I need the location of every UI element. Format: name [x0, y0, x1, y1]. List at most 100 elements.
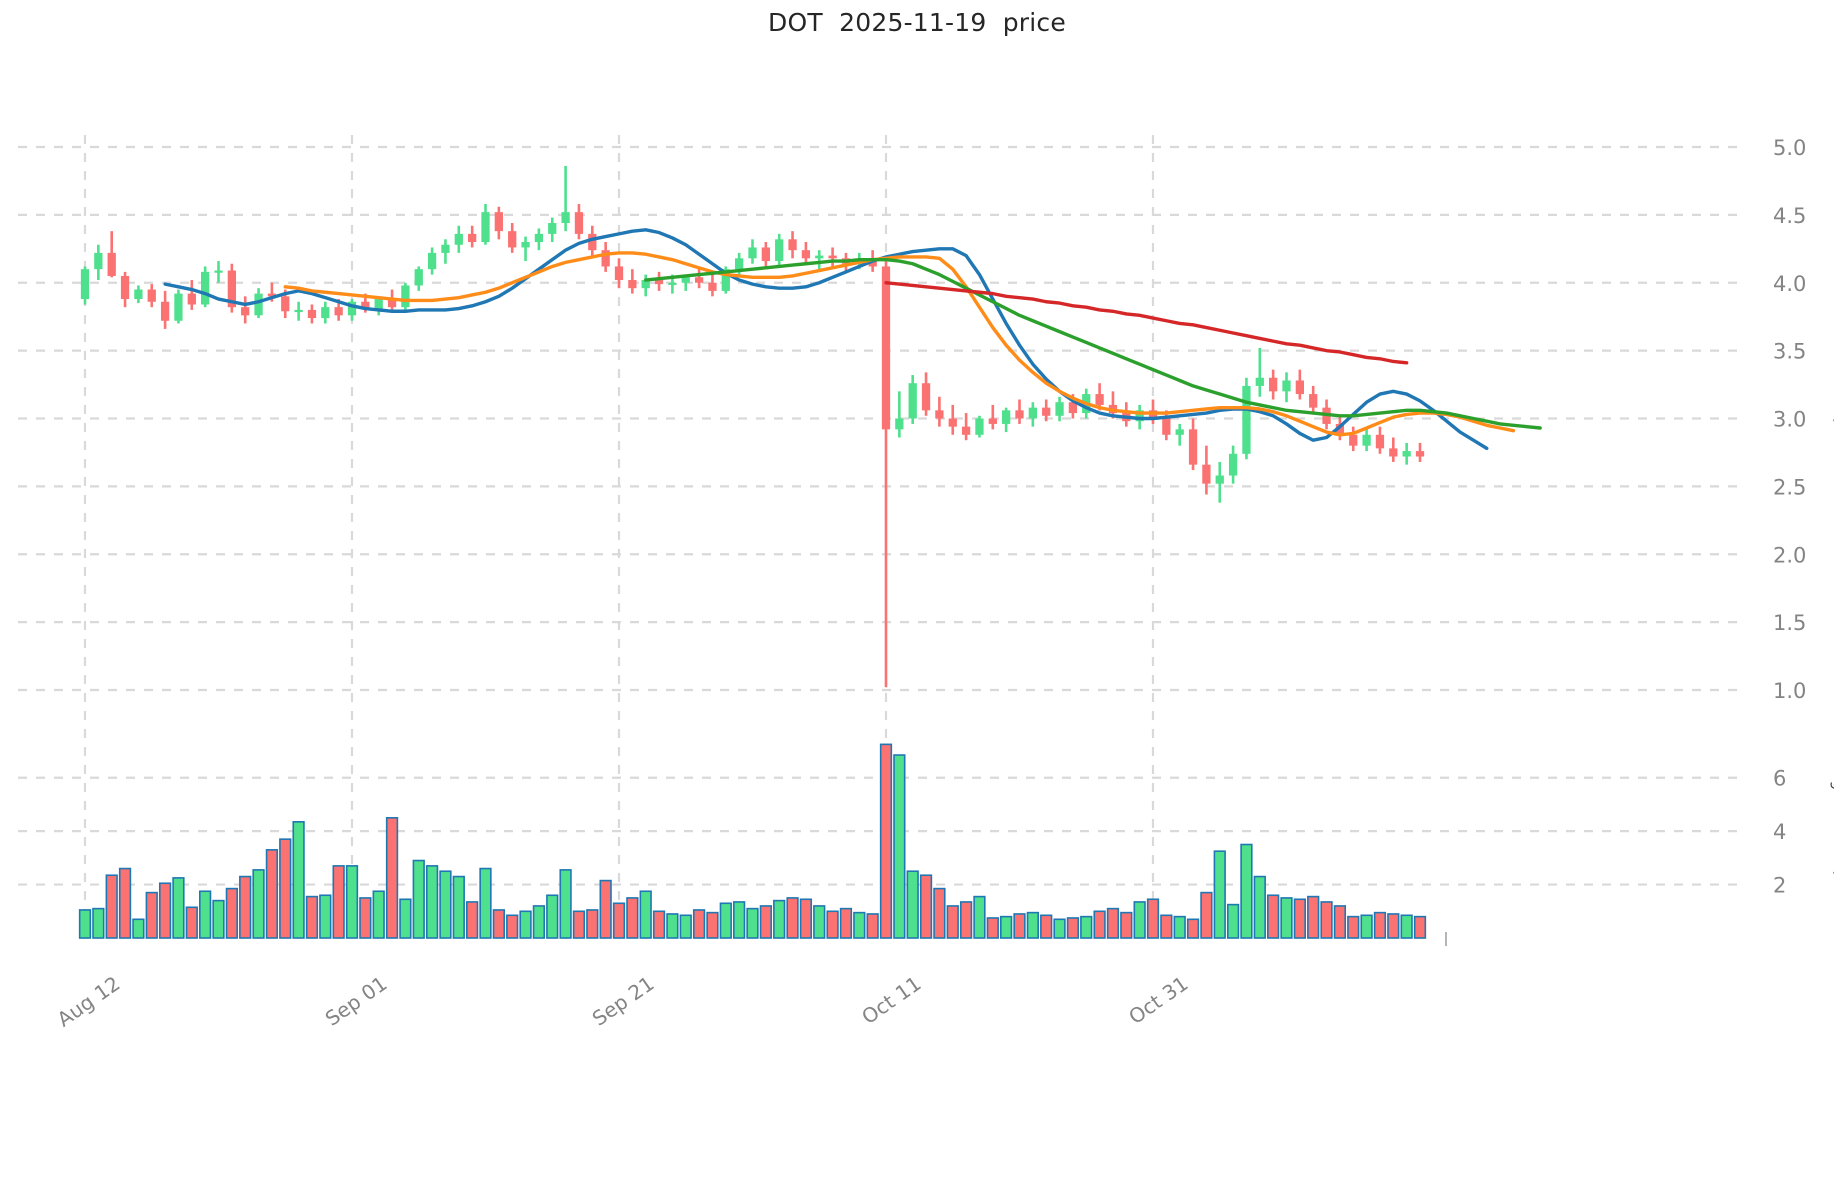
x-tick-label: Sep 01 [321, 971, 392, 1031]
candle-body [1349, 434, 1358, 446]
volume-axis-title: Volume 106 [1829, 781, 1834, 902]
x-tick-label: Oct 11 [857, 971, 925, 1029]
volume-bar [265, 849, 279, 939]
candle-body [681, 277, 690, 283]
price-tick-label: 4.5 [1773, 204, 1806, 228]
volume-bar [719, 902, 732, 939]
volume-bar [212, 899, 225, 939]
volume-bar [1267, 894, 1280, 939]
ma-line-ma_long [644, 257, 1542, 430]
candle-body [908, 383, 917, 419]
volume-bar [399, 898, 412, 939]
candle-body [1389, 448, 1398, 457]
volume-bar [1186, 918, 1200, 939]
volume-bar [1307, 895, 1320, 939]
volume-bar [1026, 911, 1039, 939]
volume-bar [1066, 917, 1080, 939]
candle-body [508, 231, 517, 248]
volume-bar [252, 869, 265, 939]
volume-bar [292, 821, 305, 939]
volume-bar [225, 887, 238, 939]
volume-tick-label: 2 [1773, 874, 1786, 898]
candle-body [147, 289, 156, 302]
volume-bar [826, 910, 839, 939]
candle-body [881, 266, 891, 430]
volume-bar [759, 905, 772, 939]
volume-bar [1360, 914, 1373, 939]
volume-bar [359, 897, 372, 939]
candle-body [241, 307, 250, 316]
candle-body [134, 289, 143, 300]
candle-body [601, 250, 610, 267]
volume-bar [1133, 901, 1146, 939]
volume-bar [1333, 905, 1347, 939]
candle-body [828, 255, 837, 259]
volume-bar [532, 905, 546, 939]
candle-body [1002, 410, 1011, 424]
candle-body [80, 269, 90, 300]
volume-bar [839, 907, 853, 939]
volume-bar [279, 838, 292, 939]
volume-bar [799, 898, 813, 939]
volume-bar [1226, 903, 1240, 939]
candle-body [1042, 407, 1051, 416]
candle-body [494, 212, 503, 232]
candle-body [1375, 434, 1385, 449]
candle-body [1188, 429, 1198, 465]
volume-bar [425, 865, 439, 939]
candle-body [708, 282, 717, 291]
candle-body [1028, 407, 1037, 419]
candle-body [721, 269, 730, 291]
volume-bar [1173, 915, 1186, 939]
price-tick-label: 3.5 [1773, 340, 1806, 364]
candle-body [921, 383, 931, 411]
candle-body [1255, 377, 1264, 386]
candle-body [94, 252, 103, 270]
candle-body [1402, 451, 1411, 457]
candle-body [414, 269, 423, 286]
volume-bar [933, 887, 946, 939]
volume-tick-label: 6 [1773, 767, 1786, 791]
volume-bar [519, 910, 532, 939]
volume-bar [1160, 914, 1173, 939]
candle-body [761, 247, 770, 262]
candle-body [374, 299, 383, 309]
candle-body [895, 418, 904, 430]
candle-body [1282, 380, 1291, 392]
volume-bar [866, 913, 879, 939]
candle-body [574, 212, 584, 234]
candlesticks [80, 166, 1425, 688]
volume-bar [946, 905, 959, 939]
candle-body [614, 266, 624, 281]
volume-bar [679, 914, 692, 939]
candle-body [481, 212, 490, 243]
volume-bar [1320, 901, 1333, 939]
candle-body [1228, 453, 1238, 476]
candle-body [427, 252, 437, 270]
volume-bar [1280, 897, 1293, 939]
candle-body [1015, 410, 1024, 419]
candle-body [227, 270, 236, 308]
volume-bar [919, 874, 933, 939]
candle-body [334, 307, 343, 316]
volume-bar [1053, 918, 1066, 939]
volume-bar [319, 894, 332, 939]
candle-body [1415, 451, 1425, 457]
volume-bar [879, 743, 893, 939]
volume-bar [599, 879, 612, 939]
volume-bar [1413, 915, 1427, 939]
volume-bar [132, 918, 145, 939]
volume-bar [612, 902, 626, 939]
volume-bar [412, 859, 425, 939]
candle-body [174, 293, 183, 321]
volume-bar [773, 899, 786, 939]
volume-bar [78, 909, 92, 939]
volume-bar [1000, 915, 1013, 939]
volume-bar [145, 891, 158, 939]
candle-body [1175, 429, 1184, 435]
moving-average-lines [163, 228, 1542, 451]
candle-body [1295, 380, 1304, 395]
price-tick-label: 3.0 [1773, 408, 1806, 432]
volume-bar [452, 875, 465, 939]
volume-bars [78, 743, 1427, 939]
